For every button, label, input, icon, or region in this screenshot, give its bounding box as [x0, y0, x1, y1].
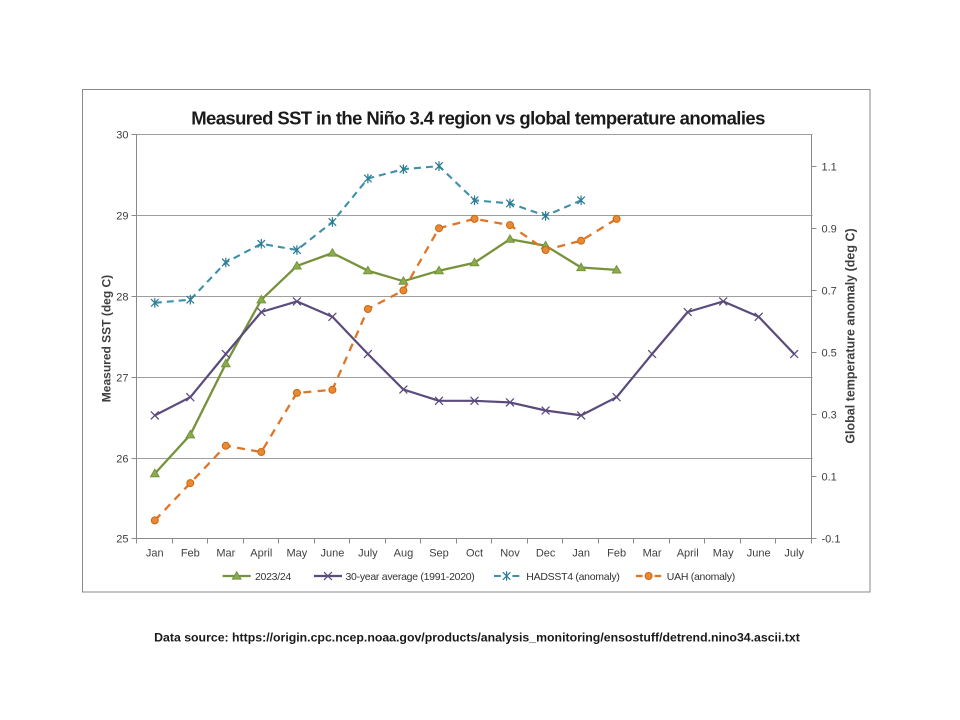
- svg-text:-0.1: -0.1: [822, 534, 841, 546]
- svg-text:Sep: Sep: [429, 548, 449, 560]
- svg-text:Dec: Dec: [536, 548, 556, 560]
- svg-text:29: 29: [116, 211, 128, 223]
- svg-text:25: 25: [116, 534, 128, 546]
- svg-text:Global temperature anomaly (de: Global temperature anomaly (deg C): [844, 228, 858, 443]
- svg-text:Measured SST in the Niño 3.4 r: Measured SST in the Niño 3.4 region vs g…: [191, 108, 765, 129]
- svg-text:0.9: 0.9: [822, 224, 837, 236]
- svg-text:0.5: 0.5: [822, 348, 837, 360]
- svg-text:0.1: 0.1: [822, 472, 837, 484]
- svg-text:July: July: [358, 548, 378, 560]
- svg-text:May: May: [287, 548, 308, 560]
- svg-text:HADSST4 (anomaly): HADSST4 (anomaly): [526, 571, 619, 583]
- svg-text:0.7: 0.7: [822, 286, 837, 298]
- svg-text:Nov: Nov: [500, 548, 520, 560]
- svg-text:June: June: [320, 548, 344, 560]
- svg-text:April: April: [250, 548, 272, 560]
- svg-text:April: April: [677, 548, 699, 560]
- svg-text:Jan: Jan: [146, 548, 164, 560]
- svg-text:1.1: 1.1: [822, 162, 837, 174]
- svg-text:28: 28: [116, 292, 128, 304]
- svg-text:UAH (anomaly): UAH (anomaly): [667, 571, 735, 583]
- svg-text:0.3: 0.3: [822, 410, 837, 422]
- svg-text:May: May: [713, 548, 734, 560]
- svg-text:30-year average (1991-2020): 30-year average (1991-2020): [346, 571, 475, 583]
- svg-text:Jan: Jan: [572, 548, 590, 560]
- svg-text:26: 26: [116, 454, 128, 466]
- svg-text:June: June: [747, 548, 771, 560]
- svg-text:Feb: Feb: [607, 548, 626, 560]
- svg-text:Measured SST (deg C): Measured SST (deg C): [100, 275, 114, 402]
- svg-text:Oct: Oct: [466, 548, 483, 560]
- svg-text:Aug: Aug: [394, 548, 414, 560]
- svg-text:27: 27: [116, 373, 128, 385]
- svg-text:Feb: Feb: [181, 548, 200, 560]
- svg-text:Data source: https://origin.cp: Data source: https://origin.cpc.ncep.noa…: [154, 631, 800, 645]
- svg-text:Mar: Mar: [643, 548, 662, 560]
- svg-text:30: 30: [116, 130, 128, 142]
- svg-text:2023/24: 2023/24: [255, 571, 291, 583]
- svg-text:July: July: [784, 548, 804, 560]
- svg-text:Mar: Mar: [216, 548, 235, 560]
